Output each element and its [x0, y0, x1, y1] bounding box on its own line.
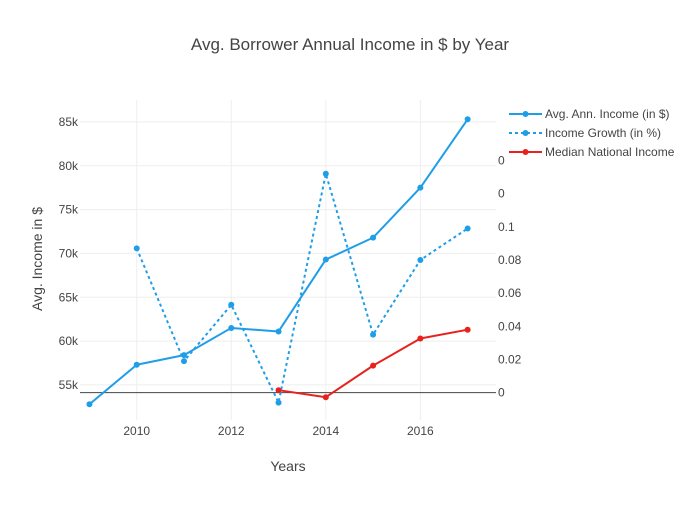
legend-item[interactable]: Median National Income [509, 145, 675, 159]
y-tick-label: 75k [59, 203, 79, 217]
y-axis-title: Avg. Income in $ [29, 207, 45, 311]
x-tick-label: 2014 [312, 424, 339, 438]
data-point-series-3 [464, 326, 471, 333]
data-point-series-1 [275, 328, 282, 335]
legend-label: Avg. Ann. Income (in $) [545, 107, 670, 121]
data-point-series-2 [228, 301, 235, 308]
data-point-series-3 [322, 394, 329, 401]
legend-marker [522, 149, 529, 155]
x-tick-label: 2012 [218, 424, 245, 438]
chart-title: Avg. Borrower Annual Income in $ by Year [191, 35, 509, 54]
data-point-series-1 [181, 352, 187, 359]
data-point-series-1 [370, 234, 377, 241]
x-tick-label: 2016 [407, 424, 434, 438]
y2-tick-label: 0.06 [498, 286, 522, 300]
legend-marker [522, 130, 529, 136]
data-point-series-3 [417, 335, 424, 342]
data-point-series-2 [417, 257, 424, 263]
legend-item[interactable]: Income Growth (in %) [509, 126, 661, 140]
data-point-series-3 [275, 387, 282, 394]
data-point-series-2 [370, 331, 377, 338]
data-point-series-1 [417, 184, 424, 191]
data-point-series-2 [133, 245, 140, 252]
data-point-series-2 [464, 225, 471, 232]
grid [80, 100, 496, 420]
series-line-2 [135, 172, 469, 404]
y2-tick-label: 0 [498, 154, 505, 168]
data-point-series-3 [370, 362, 377, 369]
y2-tick-label: 0 [498, 187, 505, 201]
data-point-series-2 [275, 399, 282, 406]
legend-marker [522, 111, 529, 117]
x-tick-label: 2010 [123, 424, 150, 438]
series-layer [86, 116, 471, 408]
legend-label: Median National Income [545, 145, 675, 159]
y2-tick-label: 0.08 [498, 253, 522, 267]
y2-tick-label: 0.02 [498, 352, 522, 366]
y-tick-label: 80k [59, 159, 79, 173]
legend[interactable]: Avg. Ann. Income (in $) Income Growth (in… [509, 107, 675, 159]
x-axis-title: Years [270, 458, 305, 474]
y2-tick-label: 0.1 [498, 220, 515, 234]
y2-tick-label: 0 [498, 386, 505, 400]
legend-item[interactable]: Avg. Ann. Income (in $) [509, 107, 670, 121]
y-tick-label: 55k [59, 378, 79, 392]
axes: 2010 2012 2014 2016 55k 60k 65k 70k 75k 80k 85k 0 0.… [59, 115, 522, 438]
legend-label: Income Growth (in %) [545, 126, 661, 140]
data-point-series-1 [228, 324, 235, 331]
data-point-series-2 [322, 170, 329, 177]
y-tick-label: 70k [59, 246, 79, 260]
y-tick-label: 65k [59, 290, 79, 304]
y-tick-label: 85k [59, 115, 79, 129]
y-tick-label: 60k [59, 334, 79, 348]
data-point-series-2 [181, 358, 187, 365]
y2-tick-label: 0.04 [498, 319, 522, 333]
data-point-series-1 [86, 401, 93, 408]
data-point-series-1 [322, 256, 329, 263]
data-point-series-1 [133, 361, 140, 368]
data-point-series-1 [464, 116, 471, 123]
